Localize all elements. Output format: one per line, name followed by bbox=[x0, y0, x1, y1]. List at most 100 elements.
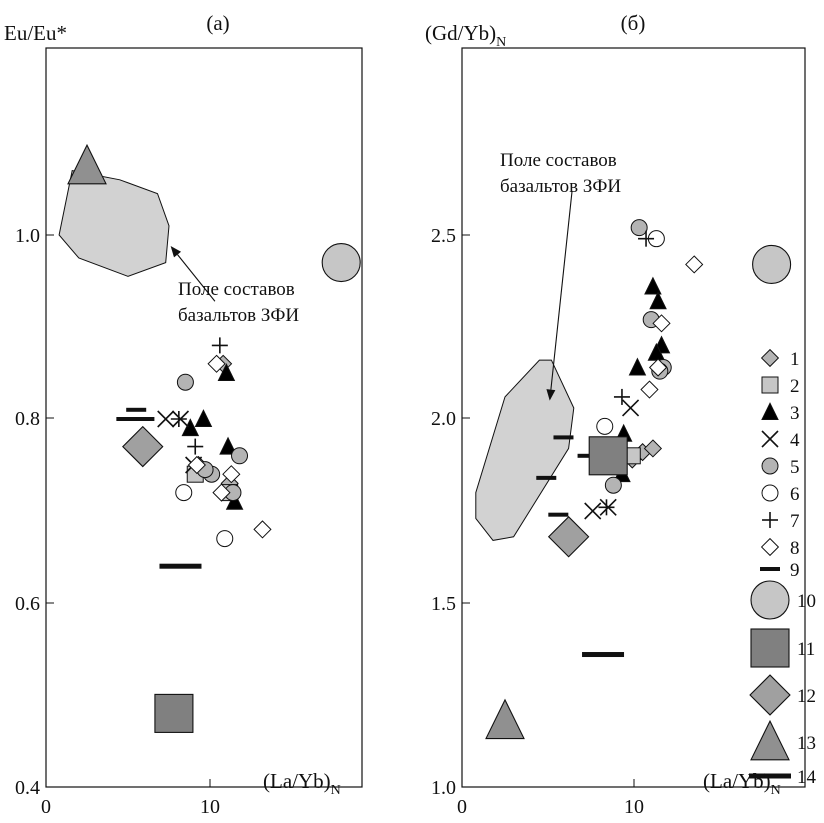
panel-a-point-7 bbox=[181, 418, 200, 437]
panel-a-point-14 bbox=[231, 447, 249, 465]
legend-marker-13 bbox=[750, 719, 790, 761]
panel-b-point-27 bbox=[640, 380, 659, 399]
panel-b-point-26 bbox=[648, 358, 668, 377]
legend-label-9: 9 bbox=[790, 560, 800, 581]
panel-b-point-34 bbox=[547, 516, 590, 558]
panel-a-point-22 bbox=[187, 438, 204, 455]
panel-b-field-arrowhead bbox=[546, 389, 556, 401]
panel-a-point-33 bbox=[122, 425, 164, 468]
panel-a-ytick-label-2: 0.8 bbox=[15, 408, 40, 430]
panel-b-ytick-label-1: 1.5 bbox=[431, 593, 456, 615]
panel-b-points bbox=[485, 219, 792, 740]
panel-a-xtick-label-1: 10 bbox=[200, 796, 220, 818]
panel-a-point-24 bbox=[187, 455, 206, 475]
panel-b-field-label-line2: базальтов ЗФИ bbox=[500, 176, 621, 197]
legend-marker-7 bbox=[762, 512, 778, 528]
legend-marker-1 bbox=[760, 348, 780, 368]
panel-b-point-24 bbox=[685, 255, 704, 274]
legend-marker-5 bbox=[761, 457, 779, 475]
panel-a-point-9 bbox=[225, 491, 244, 510]
legend-label-8: 8 bbox=[790, 538, 800, 559]
panel-b-point-14 bbox=[630, 219, 648, 237]
legend-label-10: 10 bbox=[797, 591, 816, 612]
legend-label-1: 1 bbox=[790, 349, 800, 370]
panel-b-field-arrow bbox=[550, 190, 573, 390]
panel-a-point-8 bbox=[219, 436, 237, 455]
panel-b-point-22 bbox=[613, 388, 630, 405]
panel-b-xlabel: (La/Yb)N bbox=[703, 769, 781, 798]
panel-b-point-23 bbox=[598, 499, 615, 516]
panel-a-point-29 bbox=[134, 417, 155, 421]
panel-b-ticks: 0 10 1.0 1.5 2.0 2.5 bbox=[431, 225, 644, 818]
panel-b: (б) (Gd/Yb)N (La/Yb)N 0 101.01.52.02.5 По… bbox=[425, 11, 806, 818]
legend-label-2: 2 bbox=[790, 376, 800, 397]
panel-b-ytick-label-3: 2.5 bbox=[431, 225, 456, 247]
panel-a-point-35 bbox=[159, 563, 202, 569]
panel-a-field-label-line2: базальтов ЗФИ bbox=[178, 305, 299, 326]
panel-a-point-21 bbox=[170, 411, 187, 427]
panel-b-point-30 bbox=[536, 475, 557, 480]
legend-marker-9 bbox=[760, 567, 780, 571]
legend-marker-11 bbox=[750, 628, 790, 668]
panel-a-title: (а) bbox=[206, 11, 229, 35]
panel-a: (а) Eu/Eu* (La/Yb)N 0 10 0.4 0.6 0.8 1.0 Поле… bbox=[4, 11, 363, 818]
panel-a-basalt-field bbox=[58, 170, 170, 277]
panel-a-point-23 bbox=[207, 354, 226, 373]
panel-b-point-11 bbox=[621, 399, 640, 417]
panel-b-point-4 bbox=[644, 276, 662, 295]
panel-b-xtick-label-0: 0 bbox=[457, 796, 467, 818]
panel-b-point-8 bbox=[628, 357, 647, 376]
panel-b-xlabel-sub: N bbox=[771, 783, 781, 798]
panel-b-point-18 bbox=[604, 476, 622, 494]
panel-a-field: Поле составов базальтов ЗФИ bbox=[58, 170, 299, 326]
panel-a-point-6 bbox=[194, 409, 213, 427]
panel-b-point-5 bbox=[649, 291, 667, 310]
panel-b-point-29 bbox=[577, 453, 598, 458]
panel-a-point-27 bbox=[253, 520, 272, 539]
legend-marker-12 bbox=[749, 674, 791, 716]
panel-a-xlabel-sub: N bbox=[331, 783, 341, 798]
panel-a-point-26 bbox=[212, 483, 231, 502]
panel-b-point-31 bbox=[548, 512, 569, 517]
panel-a-point-32 bbox=[154, 693, 194, 733]
legend-label-13: 13 bbox=[797, 733, 816, 754]
panel-b-point-2 bbox=[643, 439, 663, 458]
panel-a-ytick-label-0: 0.4 bbox=[15, 777, 40, 799]
panel-a-point-13 bbox=[176, 373, 194, 391]
panel-b-ytick-label-0: 1.0 bbox=[431, 777, 456, 799]
panel-a-point-5 bbox=[217, 363, 236, 381]
panel-a-ytick-label-3: 1.0 bbox=[15, 225, 40, 247]
panel-b-title: (б) bbox=[621, 11, 646, 35]
panel-b-xlabel-main: (La/Yb) bbox=[703, 769, 771, 793]
panel-a-points bbox=[67, 143, 361, 733]
panel-a-field-label-line1: Поле составов bbox=[178, 279, 295, 300]
panel-a-point-10 bbox=[157, 410, 175, 428]
legend-marker-8 bbox=[760, 537, 780, 557]
panel-a-xlabel: (La/Yb)N bbox=[263, 769, 341, 798]
legend-label-5: 5 bbox=[790, 457, 800, 478]
legend-marker-4 bbox=[761, 430, 779, 448]
panel-a-xlabel-main: (La/Yb) bbox=[263, 769, 331, 793]
panel-a-point-25 bbox=[222, 465, 241, 484]
panel-b-point-36 bbox=[582, 652, 625, 658]
panel-b-field: Поле составов базальтов ЗФИ bbox=[475, 150, 621, 541]
legend-label-11: 11 bbox=[797, 639, 815, 660]
panel-b-xtick-label-1: 10 bbox=[624, 796, 644, 818]
panel-a-field-arrow bbox=[177, 254, 216, 302]
panel-b-point-33 bbox=[588, 436, 628, 476]
panel-a-ylabel: Eu/Eu* bbox=[4, 21, 67, 45]
legend-marker-10 bbox=[750, 580, 790, 620]
panel-a-point-18 bbox=[175, 484, 193, 502]
panel-b-ylabel: (Gd/Yb)N bbox=[425, 21, 506, 50]
legend-label-4: 4 bbox=[790, 430, 800, 451]
panel-b-ytick-label-2: 2.0 bbox=[431, 408, 456, 430]
panel-a-ticks: 0 10 0.4 0.6 0.8 1.0 bbox=[15, 225, 220, 818]
legend-label-3: 3 bbox=[790, 403, 800, 424]
panel-a-point-20 bbox=[211, 337, 228, 354]
panel-b-ylabel-main: (Gd/Yb) bbox=[425, 21, 496, 45]
panel-b-ylabel-sub: N bbox=[496, 35, 506, 50]
panel-a-field-arrowhead bbox=[170, 246, 182, 258]
legend-marker-6 bbox=[761, 484, 779, 502]
